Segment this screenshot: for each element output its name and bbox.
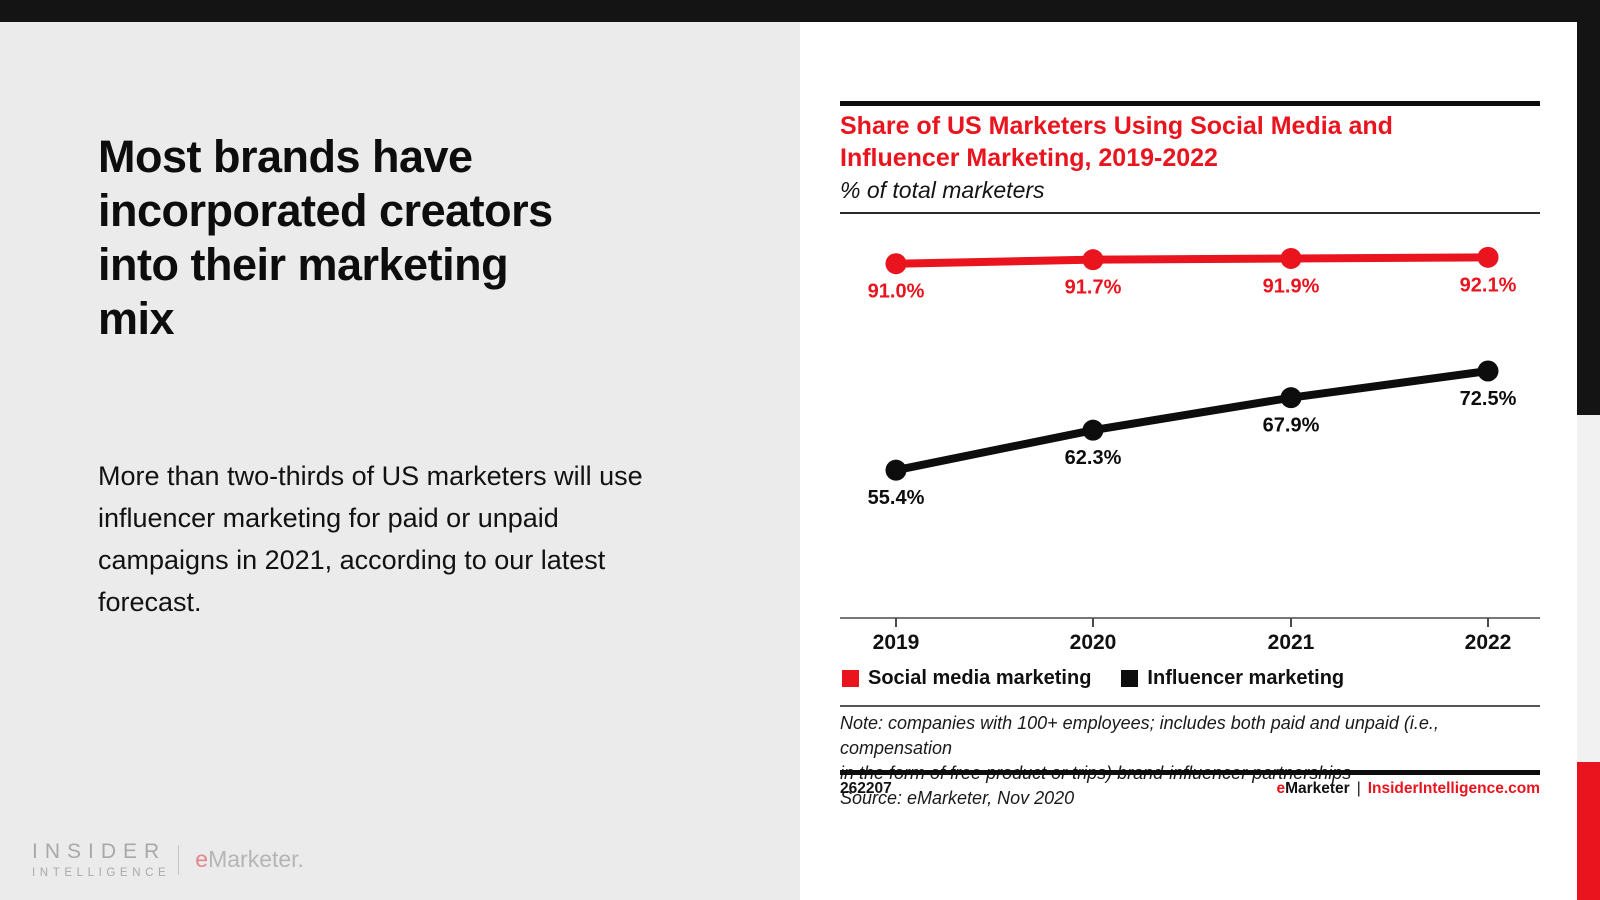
data-label-social-media-marketing-2021: 91.9% xyxy=(1263,275,1320,297)
title-top-rule xyxy=(840,101,1540,106)
top-black-bar xyxy=(0,0,1600,22)
data-label-influencer-marketing-2019: 55.4% xyxy=(868,487,925,509)
emarketer-logo: eMarketer. xyxy=(195,846,304,873)
data-point-social-media-marketing-2021 xyxy=(1280,247,1302,269)
footer-emarketer-rest: Marketer xyxy=(1285,780,1350,797)
chart-source: Source: eMarketer, Nov 2020 xyxy=(840,788,1075,808)
chart-subtitle: % of total marketers xyxy=(840,177,1045,203)
insider-logo-stack: INSIDER INTELLIGENCE xyxy=(32,840,170,879)
data-point-influencer-marketing-2021 xyxy=(1280,387,1302,409)
legend-label-social-media-marketing: Social media marketing xyxy=(868,667,1092,689)
footer-emarketer-e: e xyxy=(1276,780,1286,797)
right-strip-red xyxy=(1577,762,1600,900)
right-edge-strip xyxy=(1577,0,1600,900)
logo-intelligence-text: INTELLIGENCE xyxy=(32,867,171,879)
right-strip-gray xyxy=(1577,415,1600,762)
chart-legend: Social media marketing Influencer market… xyxy=(842,667,1374,690)
data-point-influencer-marketing-2022 xyxy=(1477,360,1499,382)
chart-title: Share of US Marketers Using Social Media… xyxy=(840,112,1393,172)
slide-headline: Most brands have incorporated creators i… xyxy=(98,131,553,344)
data-label-influencer-marketing-2021: 67.9% xyxy=(1263,415,1320,437)
data-label-social-media-marketing-2022: 92.1% xyxy=(1460,274,1517,296)
data-point-social-media-marketing-2020 xyxy=(1082,249,1104,271)
legend-swatch-social-media-marketing xyxy=(842,670,859,687)
data-point-influencer-marketing-2020 xyxy=(1082,419,1104,441)
data-label-influencer-marketing-2020: 62.3% xyxy=(1065,447,1122,469)
series-line-social-media-marketing xyxy=(892,253,1492,268)
chart-panel: Share of US Marketers Using Social Media… xyxy=(800,22,1577,900)
data-point-social-media-marketing-2022 xyxy=(1477,246,1499,268)
logo-insider-text: INSIDER xyxy=(32,840,167,863)
x-axis-label-2020: 2020 xyxy=(1070,631,1117,650)
insider-intelligence-logo: INSIDER INTELLIGENCE eMarketer. xyxy=(32,840,304,879)
data-label-influencer-marketing-2022: 72.5% xyxy=(1460,388,1517,410)
data-point-influencer-marketing-2019 xyxy=(885,459,907,481)
legend-swatch-influencer-marketing xyxy=(1121,670,1139,687)
footer-rule xyxy=(840,770,1540,775)
right-strip-black xyxy=(1577,0,1600,415)
footer-divider: | xyxy=(1356,780,1361,797)
x-axis-label-2022: 2022 xyxy=(1465,631,1512,650)
data-label-social-media-marketing-2020: 91.7% xyxy=(1065,277,1122,299)
footer-brand: eMarketer | InsiderIntelligence.com xyxy=(1276,780,1540,798)
legend-label-influencer-marketing: Influencer marketing xyxy=(1147,667,1345,689)
data-label-social-media-marketing-2019: 91.0% xyxy=(868,281,925,303)
logo-divider xyxy=(178,844,180,875)
data-point-social-media-marketing-2019 xyxy=(885,253,907,275)
note-rule xyxy=(840,705,1540,707)
left-panel: Most brands have incorporated creators i… xyxy=(0,22,800,900)
chart-id: 262207 xyxy=(840,780,892,797)
subtitle-rule xyxy=(840,212,1540,214)
slide-body-text: More than two-thirds of US marketers wil… xyxy=(98,461,643,617)
emarketer-logo-e: e xyxy=(195,846,209,872)
series-line-influencer-marketing xyxy=(892,367,1492,475)
footer-site-link[interactable]: InsiderIntelligence.com xyxy=(1367,780,1540,797)
chart-footer: 262207 eMarketer | InsiderIntelligence.com xyxy=(840,780,1540,798)
x-axis-label-2019: 2019 xyxy=(873,631,920,650)
emarketer-logo-rest: Marketer. xyxy=(208,846,304,872)
line-chart: 2019 2020 2021 2022 91.0% 91.7% 91.9% 92.1% 55.4… xyxy=(840,246,1540,650)
x-axis-label-2021: 2021 xyxy=(1268,631,1315,650)
